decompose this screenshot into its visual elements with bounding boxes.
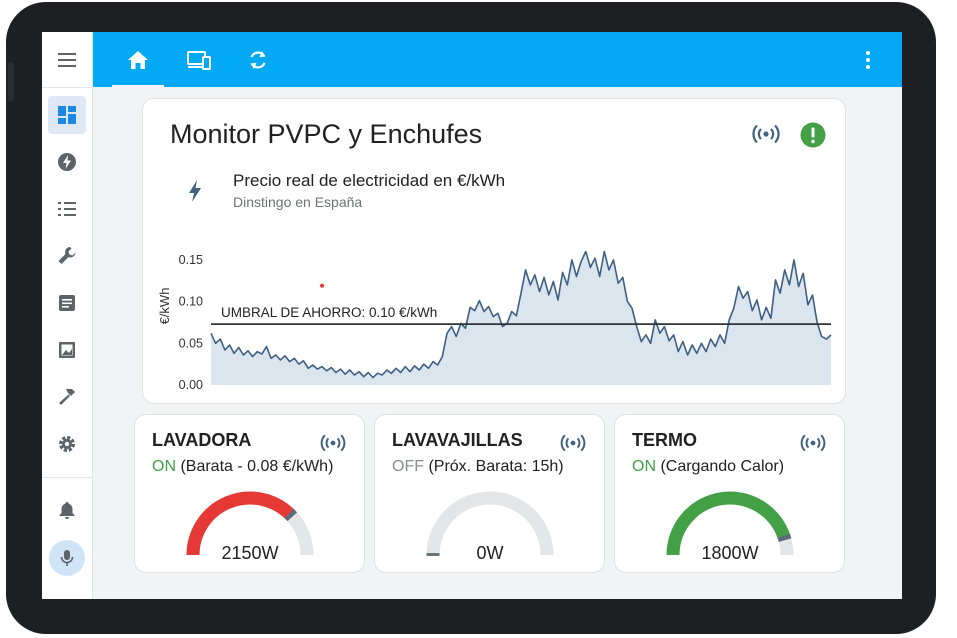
wireless-icon[interactable] xyxy=(319,433,347,453)
price-chart: €/kWh 0.00 0.05 0.10 0.15 UMBRAL DE AHORRO: 0… xyxy=(157,250,832,392)
menu-button[interactable] xyxy=(42,32,92,88)
sync-icon xyxy=(250,50,266,69)
logbook-icon xyxy=(58,202,76,216)
bell-icon xyxy=(59,502,75,519)
sidebar xyxy=(42,32,93,599)
sidebar-item-developer[interactable] xyxy=(48,237,86,275)
wireless-icon[interactable] xyxy=(559,433,587,453)
tab-devices[interactable] xyxy=(171,32,227,87)
sidebar-item-history[interactable] xyxy=(48,284,86,322)
y-tick-label: 0.00 xyxy=(179,378,203,392)
assistant-button[interactable] xyxy=(49,540,85,576)
gauge-fill xyxy=(186,491,295,556)
device-status: ON (Barata - 0.08 €/kWh) xyxy=(152,458,333,476)
device-card-lavavajillas: LAVAVAJILLAS OFF (Próx. Barata: 15h) 0W xyxy=(374,414,605,573)
sidebar-item-dashboard[interactable] xyxy=(48,96,86,134)
app-screen: Monitor PVPC y Enchufes Precio real de e… xyxy=(42,32,902,599)
menu-icon xyxy=(58,52,76,67)
power-gauge: 2150W xyxy=(186,491,314,563)
tab-sync[interactable] xyxy=(230,32,286,87)
gauge-fill xyxy=(666,491,791,556)
device-state: ON xyxy=(152,458,176,475)
device-name: LAVAVAJILLAS xyxy=(392,430,523,450)
device-card-lavadora: LAVADORA ON (Barata - 0.08 €/kWh) 2150W xyxy=(134,414,365,573)
price-line xyxy=(210,250,832,379)
gauge-track xyxy=(426,491,554,556)
microphone-icon xyxy=(60,550,74,566)
savings-threshold-label: UMBRAL DE AHORRO: 0.10 €/kWh xyxy=(221,305,437,320)
gauge-needle xyxy=(284,508,298,522)
sidebar-item-energy[interactable] xyxy=(48,143,86,181)
device-detail: (Próx. Barata: 15h) xyxy=(424,458,564,475)
home-icon xyxy=(128,50,148,69)
card-title: Monitor PVPC y Enchufes xyxy=(170,119,483,149)
sidebar-item-media[interactable] xyxy=(48,331,86,369)
sidebar-divider xyxy=(42,477,92,478)
gauge-power-value: 1800W xyxy=(701,543,758,563)
y-tick-label: 0.15 xyxy=(179,253,203,267)
power-gauge: 0W xyxy=(426,491,554,563)
sidebar-item-settings[interactable] xyxy=(48,425,86,463)
chart-title: Precio real de electricidad en €/kWh xyxy=(233,171,506,190)
device-status: ON (Cargando Calor) xyxy=(632,458,784,476)
more-menu-button[interactable] xyxy=(858,49,878,71)
sidebar-item-tools[interactable] xyxy=(48,378,86,416)
energy-icon xyxy=(58,153,76,171)
media-icon xyxy=(59,342,75,358)
tablet-side-button xyxy=(8,62,14,102)
more-vert-icon xyxy=(866,51,870,69)
hammer-icon xyxy=(59,389,75,405)
lightning-icon xyxy=(189,180,201,202)
gauge-power-value: 0W xyxy=(477,543,504,563)
device-state: ON xyxy=(632,458,656,475)
wireless-icon[interactable] xyxy=(799,433,827,453)
device-status: OFF (Próx. Barata: 15h) xyxy=(392,458,564,476)
dashboard-icon xyxy=(58,106,76,124)
wrench-icon xyxy=(58,247,76,264)
top-app-bar xyxy=(93,32,902,87)
chart-subtitle: Dinstingo en España xyxy=(233,194,363,210)
history-icon xyxy=(59,295,75,311)
price-area xyxy=(211,251,831,385)
tab-home[interactable] xyxy=(110,32,166,87)
gauge-power-value: 2150W xyxy=(221,543,278,563)
y-tick-label: 0.05 xyxy=(179,336,203,350)
power-gauge: 1800W xyxy=(666,491,794,563)
monitor-card: Monitor PVPC y Enchufes Precio real de e… xyxy=(142,98,846,404)
settings-icon xyxy=(59,436,75,452)
device-card-termo: TERMO ON (Cargando Calor) 1800W xyxy=(614,414,845,573)
y-axis-label: €/kWh xyxy=(157,288,172,325)
device-detail: (Barata - 0.08 €/kWh) xyxy=(176,458,334,475)
y-tick-label: 0.10 xyxy=(179,295,203,309)
gauge-needle xyxy=(777,533,792,542)
device-name: LAVADORA xyxy=(152,430,252,450)
sidebar-item-logbook[interactable] xyxy=(48,190,86,228)
gauge-needle xyxy=(426,553,440,556)
sidebar-item-notifications[interactable] xyxy=(48,491,86,529)
wireless-icon[interactable] xyxy=(751,123,781,145)
device-state: OFF xyxy=(392,458,424,475)
price-marker-point xyxy=(320,283,325,288)
alert-circle-icon[interactable] xyxy=(800,122,826,148)
device-name: TERMO xyxy=(632,430,697,450)
device-detail: (Cargando Calor) xyxy=(656,458,785,475)
devices-icon xyxy=(187,50,211,70)
